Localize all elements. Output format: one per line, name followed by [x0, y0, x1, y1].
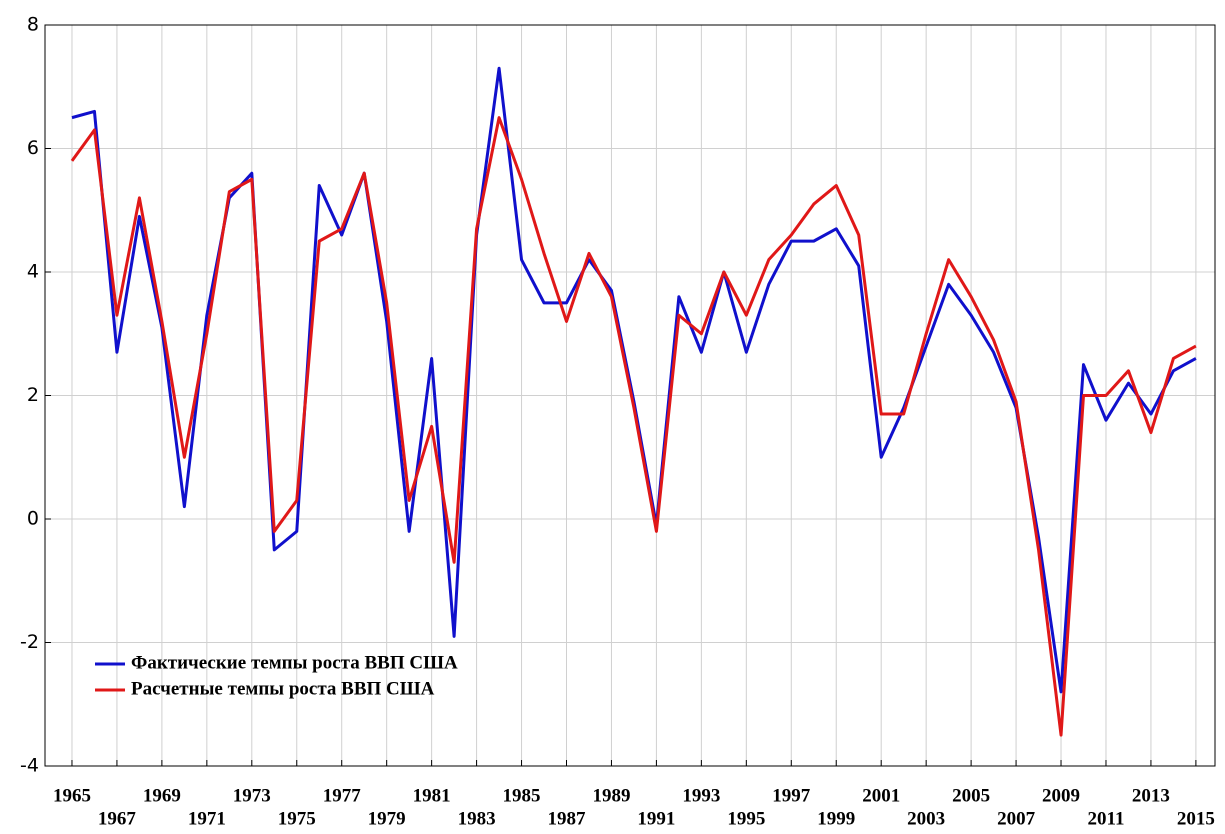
x-tick-label: 1967 — [98, 808, 137, 829]
x-tick-label: 2009 — [1042, 785, 1080, 806]
x-tick-label: 1999 — [817, 808, 855, 829]
y-tick-label: 8 — [27, 14, 39, 36]
y-tick-label: 2 — [27, 384, 39, 406]
x-tick-label: 2007 — [997, 808, 1036, 829]
x-tick-label: 1971 — [188, 808, 226, 829]
x-tick-label: 1981 — [413, 785, 451, 806]
x-tick-label: 2015 — [1177, 808, 1215, 829]
x-tick-label: 1973 — [233, 785, 271, 806]
y-tick-label: 4 — [27, 261, 39, 283]
x-tick-label: 2001 — [862, 785, 900, 806]
x-tick-label: 1977 — [323, 785, 362, 806]
x-tick-label: 1983 — [458, 808, 496, 829]
x-tick-label: 1993 — [682, 785, 720, 806]
x-tick-label: 2003 — [907, 808, 945, 829]
x-tick-label: 1975 — [278, 808, 316, 829]
x-tick-label: 1969 — [143, 785, 181, 806]
plot-frame — [44, 24, 1216, 767]
x-tick-label: 2005 — [952, 785, 990, 806]
x-tick-label: 2011 — [1088, 808, 1125, 829]
x-tick-label: 1987 — [547, 808, 586, 829]
y-tick-label: -2 — [20, 631, 39, 653]
x-tick-label: 1989 — [592, 785, 630, 806]
y-tick-label: 6 — [27, 137, 39, 159]
x-tick-label: 1985 — [503, 785, 541, 806]
y-tick-label: -4 — [20, 755, 39, 777]
legend-label: Фактические темпы роста ВВП США — [131, 652, 458, 673]
line-series — [70, 116, 1197, 737]
x-tick-label: 1995 — [727, 808, 765, 829]
line-series — [71, 66, 1197, 694]
legend-label: Расчетные темпы роста ВВП США — [131, 678, 435, 699]
x-tick-label: 1979 — [368, 808, 406, 829]
x-tick-label: 2013 — [1132, 785, 1170, 806]
y-tick-label: 0 — [27, 508, 39, 530]
x-tick-label: 1997 — [772, 785, 811, 806]
x-tick-label: 1965 — [53, 785, 91, 806]
x-tick-label: 1991 — [637, 808, 675, 829]
